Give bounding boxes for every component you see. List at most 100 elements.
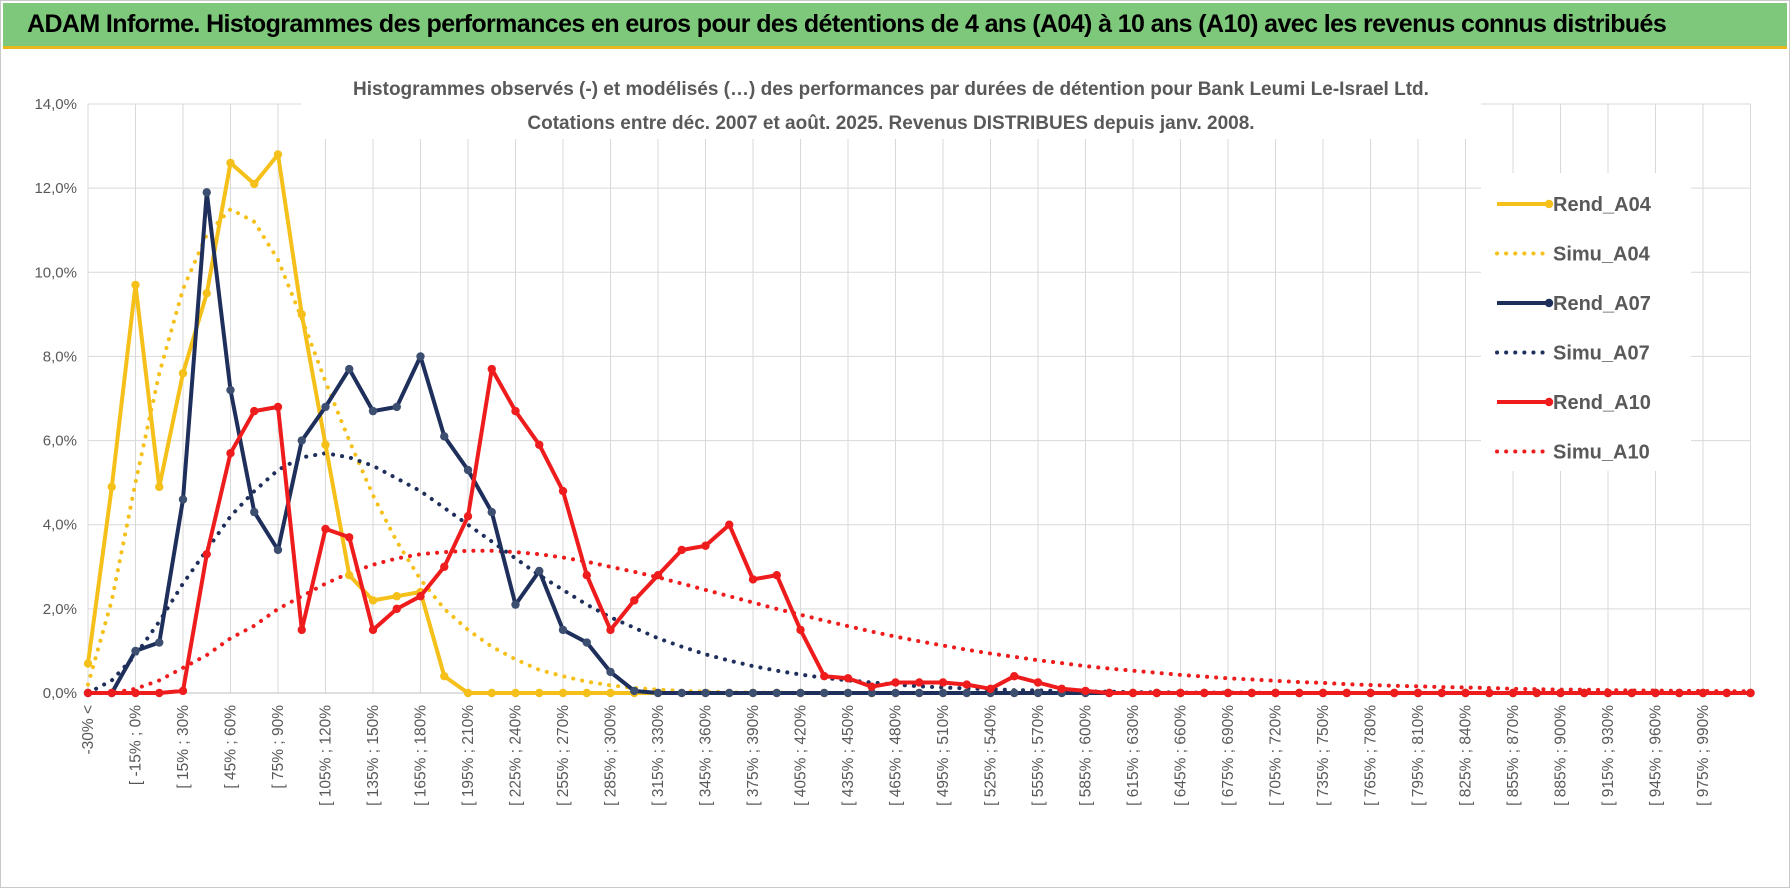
data-point bbox=[321, 440, 330, 449]
x-tick-label: [ 585% ; 600% bbox=[1078, 705, 1095, 806]
legend-marker bbox=[1544, 298, 1554, 308]
data-point bbox=[938, 688, 948, 698]
legend-label: Rend_A04 bbox=[1553, 194, 1652, 216]
legend-item-rend-a07: Rend_A07 bbox=[1497, 293, 1651, 315]
y-tick-label: 10,0% bbox=[34, 264, 77, 281]
data-point bbox=[653, 688, 663, 698]
x-tick-label: [ 195% ; 210% bbox=[460, 705, 477, 806]
data-point bbox=[297, 625, 306, 635]
data-point bbox=[772, 571, 781, 580]
data-point bbox=[701, 688, 710, 698]
legend-background bbox=[1481, 173, 1691, 471]
data-point bbox=[107, 482, 116, 492]
data-point bbox=[1413, 688, 1423, 698]
x-tick-label: [ 495% ; 510% bbox=[935, 705, 952, 806]
data-point bbox=[1627, 688, 1636, 698]
data-point bbox=[1698, 688, 1708, 698]
data-point bbox=[748, 688, 758, 698]
legend-label: Rend_A07 bbox=[1553, 293, 1651, 315]
data-point bbox=[368, 406, 378, 416]
data-point bbox=[820, 671, 829, 681]
y-tick-label: 2,0% bbox=[43, 601, 77, 618]
x-tick-label: [ 15% ; 30% bbox=[175, 705, 192, 789]
data-point bbox=[1081, 686, 1090, 696]
y-tick-label: 14,0% bbox=[34, 96, 77, 113]
series-line bbox=[86, 548, 1753, 695]
data-point bbox=[796, 625, 805, 635]
data-point bbox=[1437, 688, 1446, 698]
y-tick-label: 4,0% bbox=[43, 517, 77, 534]
y-tick-label: 6,0% bbox=[43, 433, 77, 450]
data-point bbox=[178, 686, 188, 696]
data-point bbox=[487, 507, 496, 517]
data-point bbox=[1603, 688, 1613, 698]
data-point bbox=[1057, 684, 1066, 693]
legend-item-simu-a07: Simu_A07 bbox=[1495, 343, 1650, 365]
data-point bbox=[1010, 671, 1019, 681]
y-tick-label: 0,0% bbox=[43, 685, 77, 702]
data-point bbox=[463, 688, 473, 698]
data-point bbox=[891, 678, 900, 687]
data-point bbox=[535, 688, 544, 698]
x-tick-label: [ 405% ; 420% bbox=[793, 705, 810, 806]
chart-title-background bbox=[301, 67, 1481, 139]
data-point bbox=[843, 674, 853, 683]
data-point bbox=[558, 486, 568, 496]
data-point bbox=[1342, 688, 1351, 698]
legend-marker bbox=[1544, 199, 1554, 209]
x-axis-ticks: -30% < [ -15% ; 0% [ 15% ; 30% [ 45% ; 60… bbox=[80, 705, 1712, 806]
data-point bbox=[1152, 688, 1161, 698]
data-point bbox=[392, 604, 401, 614]
data-point bbox=[1390, 688, 1399, 698]
data-point bbox=[1318, 688, 1328, 698]
data-point bbox=[1461, 688, 1470, 698]
data-point bbox=[297, 436, 306, 445]
chart-title-line-1: Histogrammes observés (-) et modélisés (… bbox=[353, 79, 1429, 100]
data-point bbox=[748, 575, 758, 584]
data-point bbox=[653, 571, 663, 580]
legend-item-simu-a04: Simu_A04 bbox=[1495, 244, 1651, 266]
data-point bbox=[1223, 688, 1233, 698]
data-point bbox=[202, 289, 211, 298]
x-tick-label: [ 615% ; 630% bbox=[1125, 705, 1142, 806]
data-point bbox=[677, 545, 686, 555]
data-point bbox=[677, 688, 686, 698]
y-axis-ticks: 0,0% 2,0% 4,0% 6,0% 8,0% 10,0% 12,0% 14,0% bbox=[34, 96, 77, 702]
data-point bbox=[226, 385, 235, 395]
x-tick-label: [ 345% ; 360% bbox=[698, 705, 715, 806]
x-tick-label: [ 135% ; 150% bbox=[365, 705, 382, 806]
x-tick-label: [ 855% ; 870% bbox=[1505, 705, 1522, 806]
data-point bbox=[178, 495, 188, 504]
data-point bbox=[202, 549, 211, 559]
x-tick-label: [ 555% ; 570% bbox=[1030, 705, 1047, 806]
data-point bbox=[511, 688, 520, 698]
x-tick-label: [ -15% ; 0% bbox=[128, 705, 145, 785]
data-point bbox=[1033, 688, 1043, 698]
data-point bbox=[1675, 688, 1684, 698]
data-point bbox=[131, 280, 140, 290]
data-point bbox=[416, 352, 425, 361]
x-tick-label: [ 435% ; 450% bbox=[840, 705, 857, 806]
x-tick-label: [ 825% ; 840% bbox=[1458, 705, 1475, 806]
data-point bbox=[1556, 688, 1565, 698]
x-tick-label: [ 225% ; 240% bbox=[508, 705, 525, 806]
x-tick-label: [ 735% ; 750% bbox=[1315, 705, 1332, 806]
data-point bbox=[962, 688, 971, 698]
data-point bbox=[915, 678, 924, 687]
data-point bbox=[511, 600, 520, 609]
data-point bbox=[772, 688, 781, 698]
data-point bbox=[487, 688, 496, 698]
data-point bbox=[202, 188, 211, 197]
data-point bbox=[558, 688, 568, 698]
data-point bbox=[392, 592, 401, 601]
series-rend-a10 bbox=[83, 364, 1755, 698]
data-point bbox=[131, 688, 140, 698]
x-tick-label: [ 885% ; 900% bbox=[1553, 705, 1570, 806]
x-tick-label: [ 45% ; 60% bbox=[223, 705, 240, 789]
x-tick-label: [ 165% ; 180% bbox=[413, 705, 430, 806]
data-point bbox=[1366, 688, 1375, 698]
data-point bbox=[416, 592, 425, 601]
legend-label: Simu_A07 bbox=[1553, 343, 1650, 365]
x-tick-label: [ 315% ; 330% bbox=[650, 705, 667, 806]
x-tick-label: [ 765% ; 780% bbox=[1363, 705, 1380, 806]
